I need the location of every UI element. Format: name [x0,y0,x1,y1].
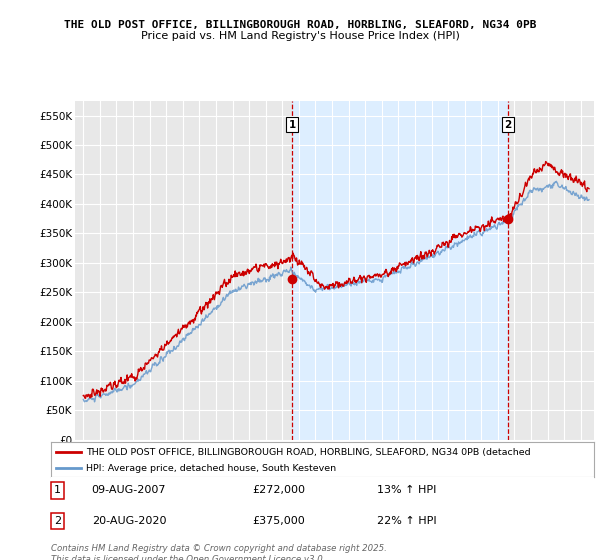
Text: HPI: Average price, detached house, South Kesteven: HPI: Average price, detached house, Sout… [86,464,337,473]
Text: 22% ↑ HPI: 22% ↑ HPI [377,516,436,526]
Text: THE OLD POST OFFICE, BILLINGBOROUGH ROAD, HORBLING, SLEAFORD, NG34 0PB: THE OLD POST OFFICE, BILLINGBOROUGH ROAD… [64,20,536,30]
Text: Price paid vs. HM Land Registry's House Price Index (HPI): Price paid vs. HM Land Registry's House … [140,31,460,41]
Text: 1: 1 [289,119,296,129]
Text: 20-AUG-2020: 20-AUG-2020 [92,516,166,526]
Text: £272,000: £272,000 [252,486,305,496]
Text: 09-AUG-2007: 09-AUG-2007 [92,486,166,496]
Text: THE OLD POST OFFICE, BILLINGBOROUGH ROAD, HORBLING, SLEAFORD, NG34 0PB (detached: THE OLD POST OFFICE, BILLINGBOROUGH ROAD… [86,447,531,456]
Text: £375,000: £375,000 [252,516,305,526]
Text: 13% ↑ HPI: 13% ↑ HPI [377,486,436,496]
Text: Contains HM Land Registry data © Crown copyright and database right 2025.
This d: Contains HM Land Registry data © Crown c… [51,544,387,560]
Bar [292,101,508,440]
Text: 2: 2 [504,119,511,129]
Text: 2: 2 [54,516,61,526]
Text: 1: 1 [54,486,61,496]
